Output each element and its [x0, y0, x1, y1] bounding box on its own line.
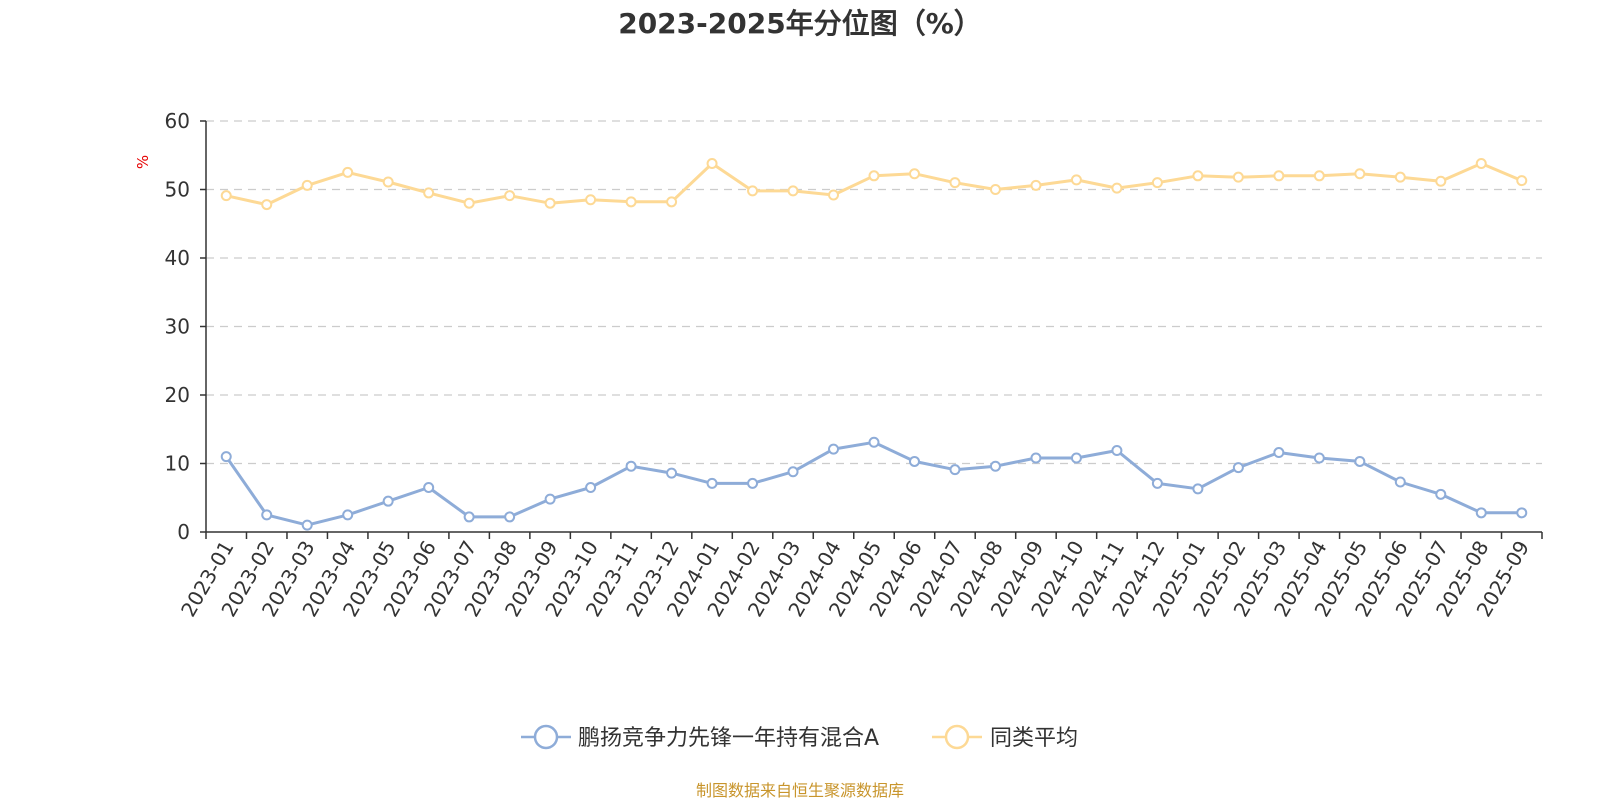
data-point: [989, 460, 1001, 472]
data-point: [220, 190, 232, 202]
data-point: [463, 197, 475, 209]
source-note: 制图数据来自恒生聚源数据库: [696, 781, 904, 800]
data-point: [1273, 170, 1285, 182]
data-point: [1313, 170, 1325, 182]
data-point: [1111, 182, 1123, 194]
data-point: [504, 511, 516, 523]
data-point: [625, 460, 637, 472]
data-point: [989, 184, 1001, 195]
data-point: [1435, 488, 1447, 500]
y-tick-label: 20: [165, 383, 190, 407]
data-point: [1313, 452, 1325, 464]
data-point: [1070, 452, 1082, 464]
y-tick-label: 40: [165, 246, 190, 270]
data-point: [949, 177, 961, 189]
data-point: [585, 194, 597, 206]
data-point: [1475, 157, 1487, 169]
data-point: [504, 190, 516, 202]
data-point: [787, 185, 799, 197]
data-point: [1030, 179, 1042, 191]
data-point: [544, 493, 556, 505]
data-point: [1151, 477, 1163, 489]
data-point: [828, 443, 840, 455]
data-point: [1435, 175, 1447, 187]
data-point: [1516, 507, 1528, 519]
legend-circle-icon: [944, 724, 970, 750]
data-point: [544, 197, 556, 209]
data-point: [625, 196, 637, 208]
data-point: [706, 157, 718, 169]
data-point: [908, 168, 920, 180]
data-point: [382, 176, 394, 188]
data-point: [220, 451, 232, 463]
data-point: [868, 170, 880, 182]
data-point: [261, 509, 273, 521]
legend-item: 鹏扬竞争力先锋一年持有混合A: [521, 724, 879, 751]
data-point: [1030, 452, 1042, 464]
data-point: [585, 481, 597, 493]
data-point: [423, 481, 435, 493]
y-tick-label: 60: [165, 109, 190, 133]
data-point: [747, 185, 759, 197]
y-tick-label: 0: [177, 520, 190, 544]
data-point: [706, 477, 718, 489]
data-point: [1232, 462, 1244, 474]
data-point: [261, 199, 273, 211]
y-tick-label: 10: [165, 452, 190, 476]
data-point: [1192, 170, 1204, 182]
y-axis-label: %: [134, 155, 152, 169]
series-1: [220, 436, 1528, 531]
data-point: [828, 189, 840, 201]
legend-label: 同类平均: [990, 726, 1078, 751]
data-point: [666, 196, 678, 208]
data-point: [1070, 174, 1082, 186]
data-point: [1516, 175, 1528, 187]
data-point: [1354, 168, 1366, 180]
data-point: [747, 477, 759, 489]
data-point: [1111, 444, 1123, 456]
data-point: [382, 495, 394, 507]
data-point: [1232, 171, 1244, 183]
y-tick-label: 50: [165, 178, 190, 202]
data-point: [301, 519, 313, 531]
data-point: [1354, 455, 1366, 467]
series-2: [220, 157, 1528, 211]
legend: 鹏扬竞争力先锋一年持有混合A 同类平均: [521, 724, 1078, 751]
legend-circle-icon: [533, 724, 559, 750]
y-tick-label: 30: [165, 315, 190, 339]
data-point: [908, 455, 920, 467]
data-point: [1475, 507, 1487, 519]
legend-label: 鹏扬竞争力先锋一年持有混合A: [578, 726, 879, 751]
legend-item: 同类平均: [932, 724, 1078, 751]
data-point: [342, 166, 354, 178]
axes: 0102030405060%2023-012023-022023-032023-…: [134, 109, 1543, 621]
data-point: [1192, 483, 1204, 495]
chart-title: 2023-2025年分位图（%）: [618, 7, 982, 40]
data-point: [342, 509, 354, 521]
data-point: [868, 436, 880, 448]
data-point: [1151, 177, 1163, 189]
data-point: [463, 511, 475, 523]
data-point: [1394, 171, 1406, 183]
series-line: [224, 440, 1522, 527]
data-point: [1273, 447, 1285, 459]
data-point: [949, 464, 961, 476]
data-point: [1394, 476, 1406, 488]
data-point: [787, 466, 799, 478]
series-lines: [220, 157, 1528, 531]
data-point: [666, 467, 678, 479]
series-line: [225, 162, 1523, 207]
data-point: [301, 179, 313, 191]
data-point: [423, 187, 435, 199]
